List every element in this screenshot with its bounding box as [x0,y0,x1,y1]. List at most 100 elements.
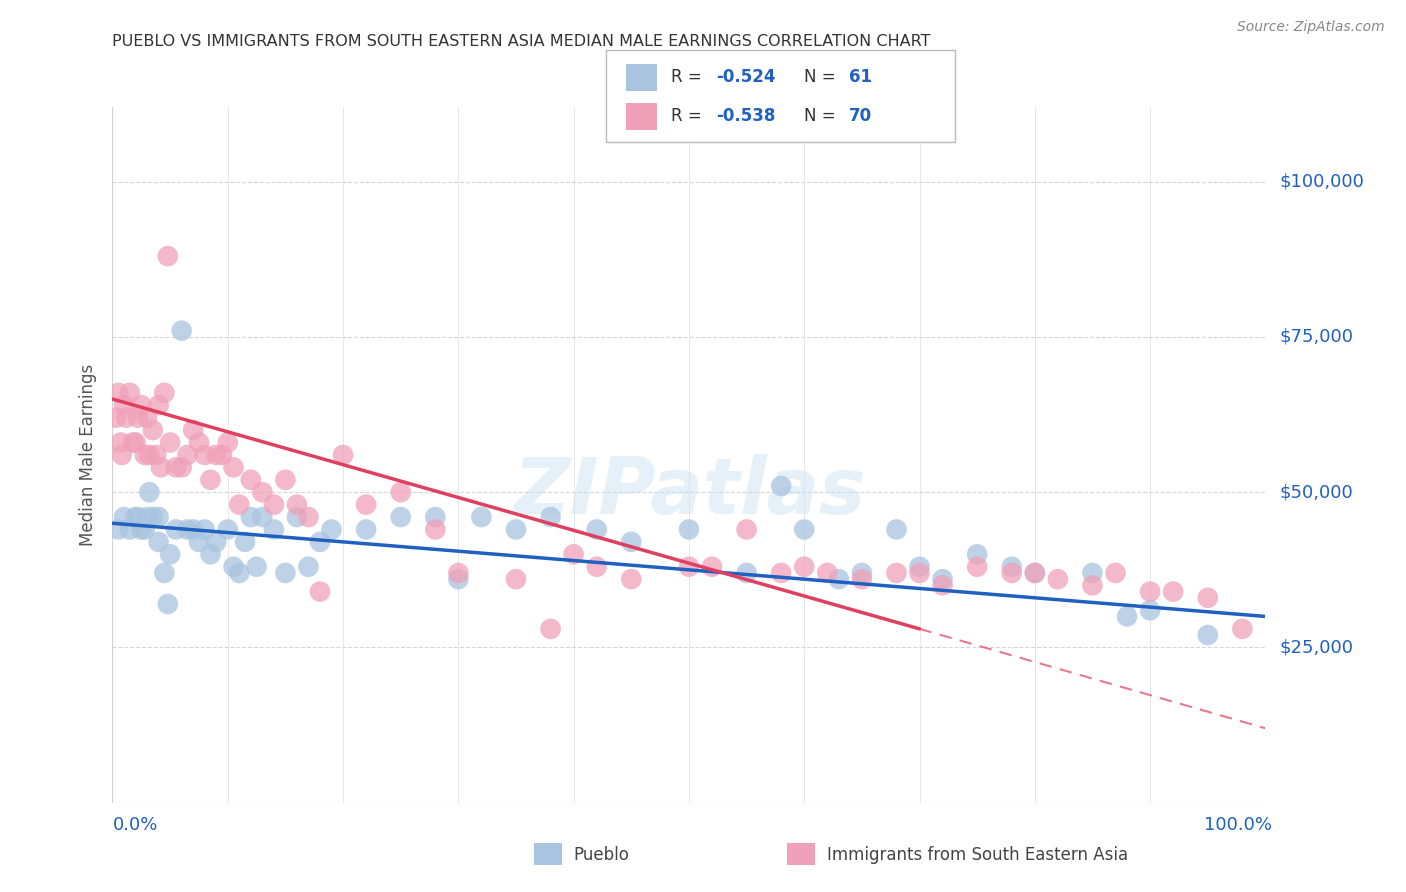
Point [124,435,146,450]
Point [274,566,297,580]
Text: Source: ZipAtlas.com: Source: ZipAtlas.com [1237,20,1385,34]
Text: R =: R = [671,107,707,125]
Point [211,448,233,462]
Point [770,566,793,580]
Point [389,510,412,524]
Point [886,523,908,537]
Point [540,622,562,636]
Point [159,547,181,561]
Point [297,559,319,574]
Point [134,448,156,462]
Text: Immigrants from South Eastern Asia: Immigrants from South Eastern Asia [827,846,1128,863]
Point [118,523,141,537]
Point [585,523,607,537]
Point [1116,609,1139,624]
Point [815,566,838,580]
Text: $75,000: $75,000 [1279,328,1354,346]
Point [194,448,217,462]
Point [188,435,211,450]
Point [793,559,815,574]
Point [165,523,187,537]
Point [908,566,931,580]
Point [153,566,176,580]
Point [138,448,160,462]
Point [252,510,274,524]
Point [156,597,179,611]
Point [793,523,815,537]
Point [447,572,470,586]
Point [1161,584,1184,599]
Text: Pueblo: Pueblo [574,846,630,863]
Point [1024,566,1046,580]
Point [851,572,873,586]
Point [111,448,134,462]
Point [321,523,343,537]
Point [700,559,723,574]
Point [222,559,245,574]
Point [142,510,165,524]
Point [735,566,758,580]
Point [115,410,138,425]
Point [425,510,447,524]
Y-axis label: Median Male Earnings: Median Male Earnings [79,364,97,546]
Text: $100,000: $100,000 [1279,172,1364,191]
Point [1024,566,1046,580]
Point [194,523,217,537]
Point [263,523,285,537]
Point [425,523,447,537]
Point [107,385,129,400]
Text: R =: R = [671,69,707,87]
Point [233,534,256,549]
Text: N =: N = [804,69,841,87]
Point [112,398,135,412]
Point [127,410,149,425]
Point [354,523,377,537]
Point [200,547,222,561]
Point [228,498,250,512]
Point [127,510,149,524]
Point [274,473,297,487]
Point [122,435,145,450]
Point [931,578,953,592]
Text: -0.524: -0.524 [716,69,775,87]
Point [159,435,181,450]
Point [1232,622,1254,636]
Point [148,510,170,524]
Point [540,510,562,524]
Point [205,534,228,549]
Text: $50,000: $50,000 [1279,483,1353,501]
Point [908,559,931,574]
Point [309,534,332,549]
Text: ZIPatlas: ZIPatlas [513,454,865,530]
Point [332,448,354,462]
Point [851,566,873,580]
Point [966,559,988,574]
Point [217,435,239,450]
Point [138,485,160,500]
Point [181,423,204,437]
Text: 0.0%: 0.0% [112,816,157,834]
Point [228,566,250,580]
Point [620,534,643,549]
Point [1139,584,1161,599]
Point [470,510,492,524]
Point [678,559,700,574]
Point [309,584,332,599]
Point [354,498,377,512]
Point [263,498,285,512]
Point [239,473,262,487]
Point [156,249,179,263]
Point [145,448,167,462]
Point [828,572,851,586]
Point [1104,566,1126,580]
Point [1081,578,1104,592]
Point [285,498,308,512]
Point [165,460,187,475]
Point [188,534,211,549]
Point [245,559,267,574]
Point [966,547,988,561]
Point [134,523,156,537]
Point [170,324,193,338]
Point [200,473,222,487]
Point [562,547,585,561]
